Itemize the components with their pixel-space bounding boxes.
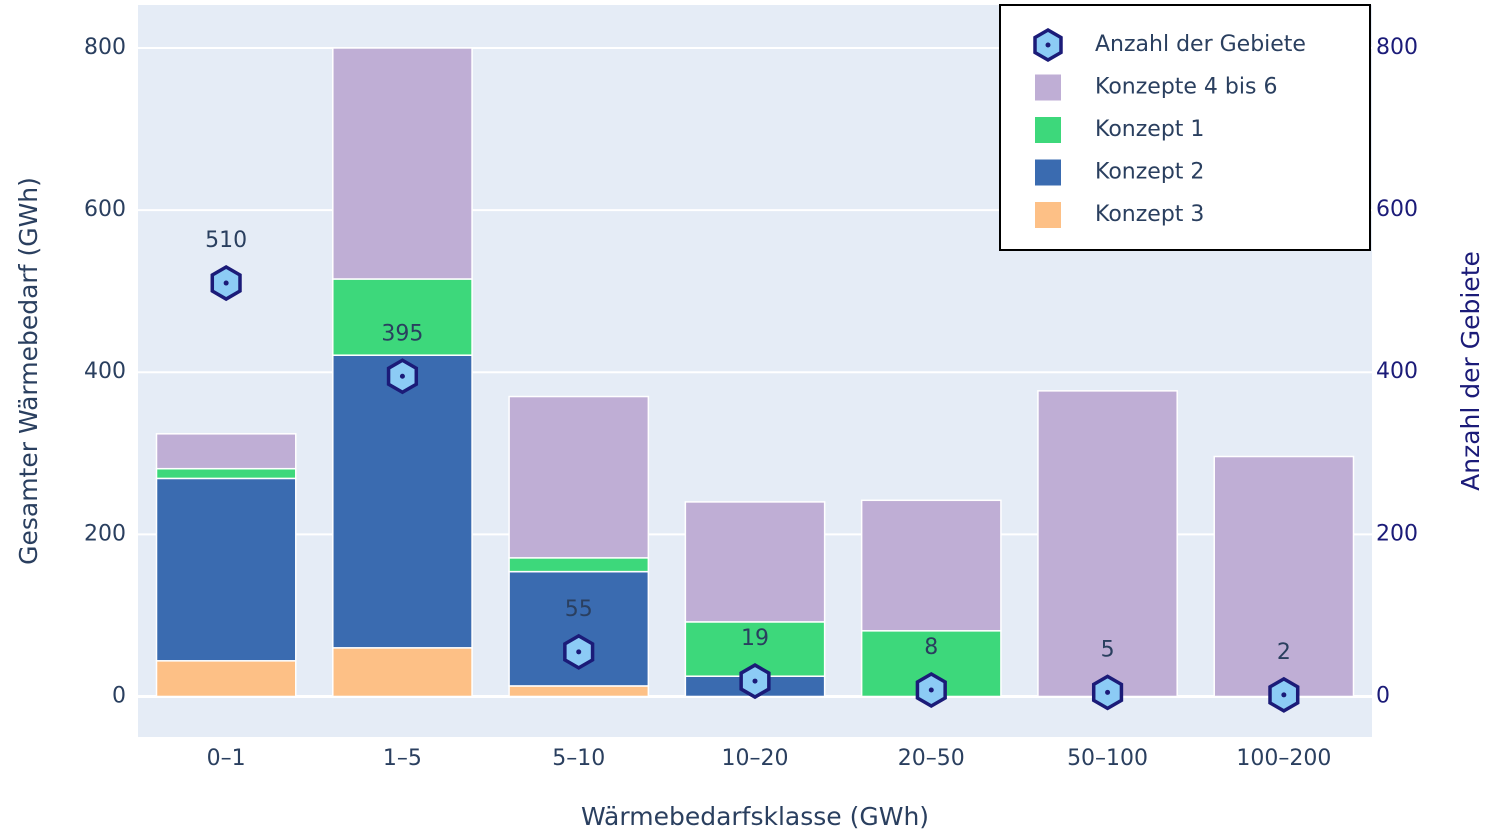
value-label: 55: [565, 597, 593, 622]
marker-dot: [1105, 689, 1111, 695]
y-axis-title: Gesamter Wärmebedarf (GWh): [14, 177, 43, 565]
bar-segment: [684, 501, 826, 623]
value-label: 510: [205, 228, 247, 253]
y-tick-label: 400: [84, 359, 126, 384]
bar-segment: [332, 354, 473, 649]
bar-segment: [508, 685, 650, 698]
value-label: 395: [381, 321, 423, 346]
y2-tick-label: 800: [1376, 35, 1418, 60]
x-tick-label: 50–100: [1067, 746, 1148, 771]
bar-segment: [332, 647, 473, 698]
value-label: 19: [741, 626, 769, 651]
marker-dot: [576, 649, 582, 655]
legend-dot: [1045, 42, 1051, 48]
y2-tick-label: 400: [1376, 359, 1418, 384]
marker-dot: [928, 687, 934, 693]
x-tick-label: 100–200: [1236, 746, 1331, 771]
legend-label: Konzepte 4 bis 6: [1095, 75, 1277, 100]
legend-label: Konzept 2: [1095, 160, 1204, 185]
bar-segment: [508, 557, 650, 573]
bar-segment: [155, 433, 297, 470]
x-axis-title: Wärmebedarfsklasse (GWh): [581, 802, 929, 831]
bar-segment: [1213, 455, 1355, 698]
marker-dot: [223, 280, 229, 286]
bar-segment: [1037, 390, 1178, 698]
x-tick-label: 5–10: [552, 746, 605, 771]
x-tick-label: 10–20: [722, 746, 789, 771]
legend-symbol: [1035, 159, 1061, 186]
value-label: 5: [1101, 637, 1115, 662]
value-label: 8: [924, 635, 938, 660]
marker-dot: [1281, 692, 1287, 698]
bar-segment: [860, 499, 1002, 632]
y-tick-label: 600: [84, 197, 126, 222]
x-tick-label: 20–50: [898, 746, 965, 771]
x-tick-label: 1–5: [383, 746, 422, 771]
legend-symbol: [1035, 202, 1061, 228]
legend-symbol: [1035, 74, 1061, 101]
legend-label: Konzept 3: [1095, 202, 1204, 227]
bar-segment: [332, 47, 473, 280]
y-tick-label: 0: [112, 683, 126, 708]
y2-tick-label: 0: [1376, 683, 1390, 708]
legend: Anzahl der Gebiete Konzepte 4 bis 6 Konzep…: [999, 4, 1371, 251]
legend-label: Anzahl der Gebiete: [1095, 32, 1306, 57]
y-tick-label: 800: [84, 35, 126, 60]
y2-axis-title: Anzahl der Gebiete: [1456, 251, 1485, 491]
value-label: 2: [1277, 640, 1291, 665]
bar-segment: [332, 278, 473, 356]
bar-segment: [155, 477, 297, 662]
marks: 510 395 55 19 8 5 2: [155, 47, 1355, 713]
bar-segment: [155, 660, 297, 698]
y2-tick-label: 600: [1376, 197, 1418, 222]
marker-dot: [752, 678, 758, 684]
x-tick-label: 0–1: [207, 746, 246, 771]
legend-label: Konzept 1: [1095, 117, 1204, 142]
bar-segment: [155, 467, 297, 480]
bar-segment: [508, 395, 650, 559]
legend-symbol: [1035, 117, 1061, 143]
y-tick-label: 200: [84, 521, 126, 546]
marker-dot: [399, 373, 405, 379]
y2-tick-label: 200: [1376, 521, 1418, 546]
